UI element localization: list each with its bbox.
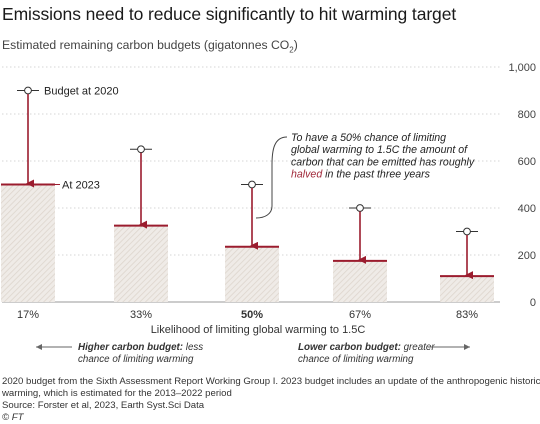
bar-2023 [225,246,279,302]
y-tick-label: 800 [518,109,536,121]
x-tick-label: 50% [241,309,263,321]
bar-2023 [114,225,168,302]
x-axis-label: Likelihood of limiting global warming to… [151,324,366,336]
annotation-line: global warming to 1.5C the amount of [291,144,468,156]
annotation-line: carbon that can be emitted has roughly [291,156,475,168]
y-tick-label: 400 [518,203,536,215]
bar-2023 [1,184,55,302]
label-budget-2020: Budget at 2020 [44,86,119,98]
annotation-line: halved in the past three years [291,169,431,181]
annotation-highlight: halved [291,169,323,181]
annotation-connector [255,136,288,219]
carbon-budget-chart: 0 200 400 600 800 1,000 17% 33% 50% 67% 83% Likelih… [1,62,536,365]
footnote-source: Source: Forster et al, 2023, Earth Syst.… [2,400,205,411]
chart-subtitle: Estimated remaining carbon budgets (giga… [2,38,298,54]
annotation-line: To have a 50% chance of limiting [291,132,446,144]
x-tick-label: 33% [130,309,152,321]
budget-2020-marker [24,86,32,95]
y-tick-label: 200 [518,250,536,262]
direction-left-line2: chance of limiting warming [78,354,194,365]
x-tick-label: 17% [17,309,39,321]
direction-right-bold: Lower carbon budget: [298,342,401,353]
bar-2023 [440,276,494,302]
direction-left-line1: Higher carbon budget: less [78,342,203,353]
footnote: 2020 budget from the Sixth Assessment Re… [2,376,540,424]
bar-2023 [333,260,387,302]
direction-right-arrowhead [464,344,470,350]
budget-2020-marker [248,180,256,189]
footnote-copyright: © FT [2,412,24,423]
direction-right-rest: greater [401,342,436,353]
direction-right-line2: chance of limiting warming [298,354,414,365]
chart-title: Emissions need to reduce significantly t… [2,4,457,24]
direction-left-arrowhead [36,344,42,350]
label-at-2023: At 2023 [62,180,100,192]
budget-2020-marker [356,204,364,212]
footnote-line-1: 2020 budget from the Sixth Assessment Re… [2,376,540,387]
y-tick-label: 600 [518,156,536,168]
bars [1,183,494,302]
annotations: Budget at 2020 At 2023 To have a 50% chanc… [36,86,475,365]
x-tick-label: 67% [349,309,371,321]
x-tick-label: 83% [456,309,478,321]
footnote-line-2: warming, which is estimated for the 2013… [2,388,232,399]
direction-right-line1: Lower carbon budget: greater [298,342,435,353]
budget-markers [17,86,478,280]
budget-2020-marker [137,145,145,154]
subtitle-end: ) [293,38,298,52]
direction-left-rest: less [183,342,203,353]
budget-2020-marker [463,227,471,236]
direction-left-bold: Higher carbon budget: [78,342,183,353]
axis-labels: 0 200 400 600 800 1,000 17% 33% 50% 67% 83% Likelih… [17,62,536,336]
subtitle-subscript: 2 [289,45,294,55]
y-tick-label: 0 [530,297,536,309]
subtitle-main: Estimated remaining carbon budgets (giga… [2,38,290,52]
y-tick-label: 1,000 [508,62,536,74]
annotation-line-end: in the past three years [322,169,430,181]
